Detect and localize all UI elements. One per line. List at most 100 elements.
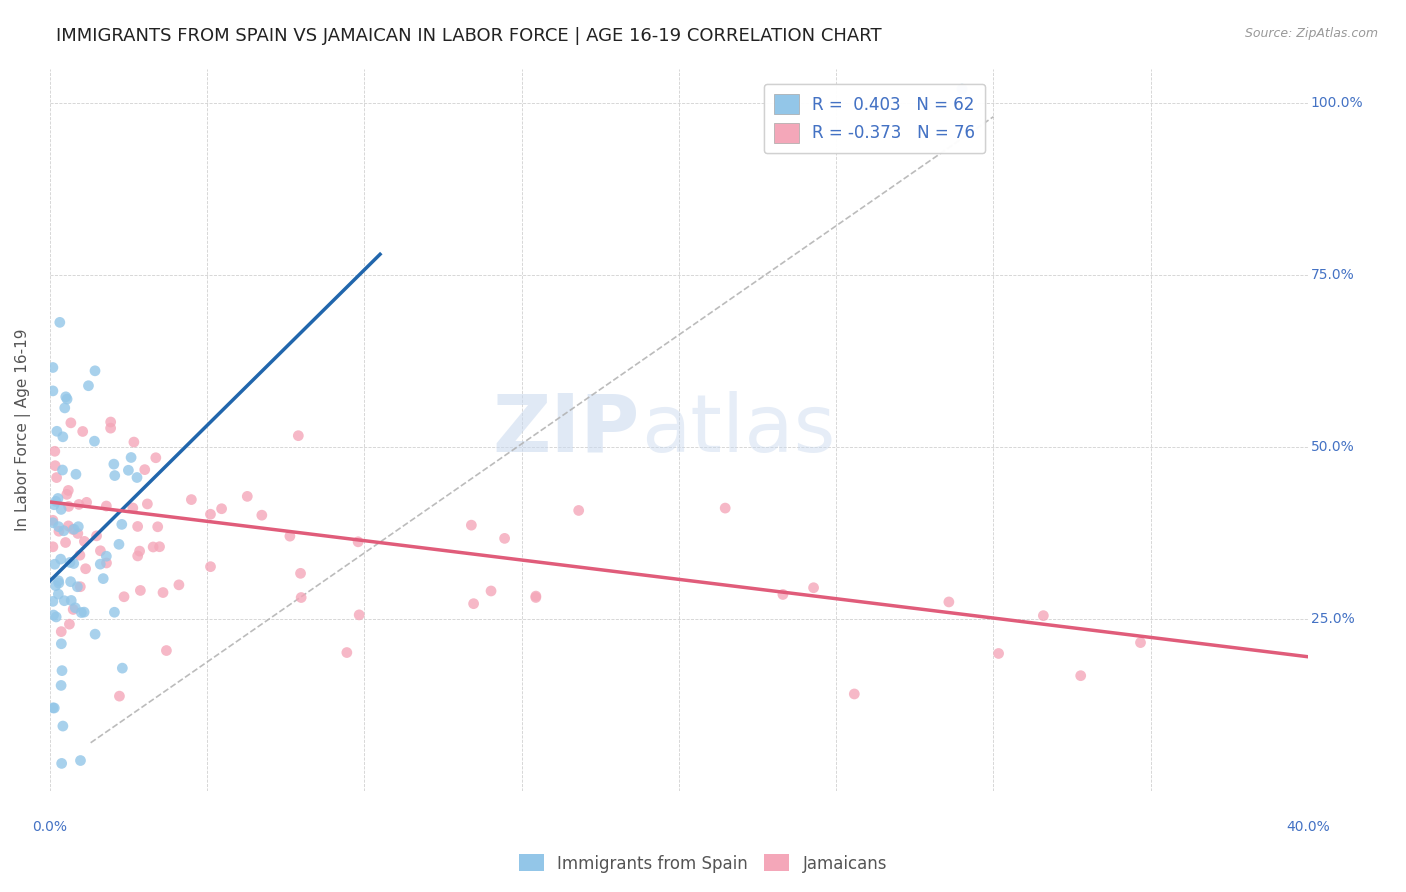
Point <box>111 517 134 532</box>
Point <box>180 492 202 507</box>
Point <box>60 593 83 607</box>
Point <box>524 591 547 605</box>
Point <box>59 574 82 589</box>
Point <box>122 435 145 450</box>
Point <box>278 529 301 543</box>
Point <box>42 516 65 530</box>
Text: 40.0%: 40.0% <box>1286 820 1330 834</box>
Point <box>46 587 69 601</box>
Point <box>58 519 80 533</box>
Point <box>290 591 312 605</box>
Point <box>524 589 547 603</box>
Point <box>42 607 65 622</box>
Point <box>73 534 96 549</box>
Point <box>167 578 190 592</box>
Point <box>111 661 134 675</box>
Point <box>121 500 143 515</box>
Point <box>987 647 1010 661</box>
Point <box>96 499 118 513</box>
Point <box>148 540 170 554</box>
Point <box>77 378 100 392</box>
Point <box>89 543 111 558</box>
Point <box>104 468 127 483</box>
Legend: Immigrants from Spain, Jamaicans: Immigrants from Spain, Jamaicans <box>512 847 894 880</box>
Point <box>62 602 84 616</box>
Point <box>75 562 97 576</box>
Point <box>128 544 150 558</box>
Point <box>127 519 149 533</box>
Point <box>51 624 73 639</box>
Point <box>45 610 67 624</box>
Point <box>83 434 105 449</box>
Point <box>89 557 111 571</box>
Text: Source: ZipAtlas.com: Source: ZipAtlas.com <box>1244 27 1378 40</box>
Point <box>134 462 156 476</box>
Point <box>69 754 91 768</box>
Point <box>52 524 75 538</box>
Point <box>336 646 359 660</box>
Point <box>59 416 82 430</box>
Point <box>103 605 125 619</box>
Point <box>44 458 66 473</box>
Point <box>91 572 114 586</box>
Y-axis label: In Labor Force | Age 16-19: In Labor Force | Age 16-19 <box>15 328 31 531</box>
Point <box>112 590 135 604</box>
Point <box>58 500 80 514</box>
Point <box>51 664 73 678</box>
Point <box>42 384 65 398</box>
Point <box>44 701 66 715</box>
Point <box>56 392 79 406</box>
Point <box>146 520 169 534</box>
Point <box>127 549 149 563</box>
Point <box>55 390 77 404</box>
Point <box>45 425 67 439</box>
Point <box>45 470 67 484</box>
Point <box>42 540 65 554</box>
Text: 75.0%: 75.0% <box>1310 268 1354 282</box>
Point <box>52 719 75 733</box>
Point <box>100 415 122 429</box>
Text: ZIP: ZIP <box>492 391 640 468</box>
Point <box>51 463 73 477</box>
Point <box>67 498 90 512</box>
Point <box>290 566 312 581</box>
Point <box>51 637 73 651</box>
Point <box>66 580 89 594</box>
Point <box>45 579 67 593</box>
Point <box>69 548 91 562</box>
Point <box>65 600 87 615</box>
Text: 25.0%: 25.0% <box>1310 612 1354 626</box>
Point <box>494 532 516 546</box>
Point <box>463 597 485 611</box>
Point <box>73 605 96 619</box>
Point <box>803 581 825 595</box>
Point <box>67 519 90 533</box>
Point <box>108 537 131 551</box>
Point <box>108 689 131 703</box>
Point <box>1032 608 1054 623</box>
Point <box>1129 635 1152 649</box>
Point <box>86 529 108 543</box>
Point <box>48 574 70 588</box>
Point <box>45 494 67 508</box>
Point <box>96 549 118 564</box>
Point <box>70 606 93 620</box>
Point <box>76 495 98 509</box>
Point <box>42 360 65 375</box>
Point <box>200 508 222 522</box>
Point <box>155 643 177 657</box>
Point <box>51 756 73 771</box>
Point <box>714 501 737 516</box>
Point <box>69 580 91 594</box>
Point <box>42 701 65 715</box>
Point <box>63 522 86 536</box>
Point <box>65 467 87 482</box>
Point <box>49 315 72 329</box>
Point <box>250 508 273 523</box>
Point <box>950 82 973 96</box>
Point <box>42 498 65 512</box>
Point <box>287 428 309 442</box>
Point <box>42 513 65 527</box>
Point <box>84 364 107 378</box>
Text: IMMIGRANTS FROM SPAIN VS JAMAICAN IN LABOR FORCE | AGE 16-19 CORRELATION CHART: IMMIGRANTS FROM SPAIN VS JAMAICAN IN LAB… <box>56 27 882 45</box>
